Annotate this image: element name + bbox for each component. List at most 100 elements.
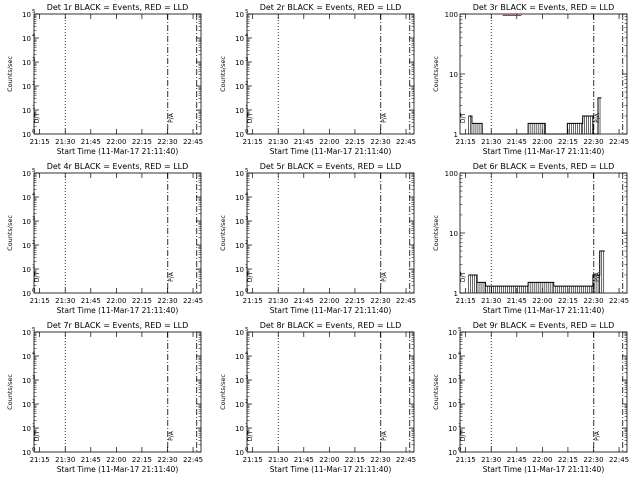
y-tick-label: 10 5: [448, 327, 462, 337]
y-tick-label-base: 10: [449, 230, 458, 238]
x-tick-label: 22:30: [370, 138, 390, 146]
y-tick-label: 10 3: [235, 375, 249, 385]
x-tick-label: 21:15: [243, 456, 263, 464]
x-axis-label: Start Time (11-Mar-17 21:11:40): [483, 306, 605, 315]
y-tick-label: 10 4: [235, 33, 249, 43]
x-axis-label: Start Time (11-Mar-17 21:11:40): [270, 306, 392, 315]
x-tick-label: 21:15: [456, 138, 476, 146]
y-axis-label: Counts/sec: [219, 374, 227, 410]
x-tick-label: 21:45: [294, 456, 314, 464]
x-tick-label: 21:15: [30, 138, 50, 146]
y-tick-label: 10 2: [235, 399, 248, 409]
x-tick-label: 22:15: [558, 297, 578, 305]
y-tick-label-base: 10: [235, 401, 244, 409]
y-tick-label-base: 10: [235, 449, 244, 457]
x-tick-label: 22:45: [396, 138, 416, 146]
x-tick-label: 22:15: [132, 138, 152, 146]
y-axis-label: Counts/sec: [6, 374, 14, 410]
x-tick-label: 21:45: [81, 138, 101, 146]
y-tick-label-base: 10: [235, 170, 244, 178]
y-tick-label: 10 5: [22, 9, 36, 19]
y-tick-label: 10 2: [448, 399, 461, 409]
y-tick-label-base: 10: [235, 377, 244, 385]
y-tick-label-base: 10: [22, 194, 31, 202]
x-tick-label: 21:15: [243, 297, 263, 305]
y-tick-label-base: 10: [448, 329, 457, 337]
x-tick-label: 21:30: [55, 138, 75, 146]
x-tick-label: 21:15: [456, 297, 476, 305]
pa-label: P/A: [594, 430, 601, 441]
y-tick-label-exp: 4: [32, 192, 36, 198]
x-tick-label: 22:15: [345, 456, 365, 464]
y-tick-label-base: 10: [22, 59, 31, 67]
y-tick-label-base: 10: [235, 83, 244, 91]
x-tick-label: 21:45: [507, 456, 527, 464]
y-tick-label-exp: 1: [245, 264, 249, 270]
y-tick-label-exp: 2: [245, 240, 249, 246]
y-tick-label-base: 10: [235, 194, 244, 202]
y-tick-label-exp: 4: [32, 33, 36, 39]
y-axis-label: Counts/sec: [432, 56, 440, 92]
pa-label: P/A: [381, 430, 388, 441]
y-tick-label-exp: 1: [245, 105, 249, 111]
x-tick-label: 22:15: [558, 138, 578, 146]
x-tick-label: 22:00: [532, 456, 552, 464]
y-tick-label-exp: 4: [245, 33, 249, 39]
y-tick-label-base: 10: [448, 401, 457, 409]
y-tick-label-base: 10: [22, 401, 31, 409]
plot-frame: [246, 331, 415, 453]
y-tick-label-base: 10: [235, 353, 244, 361]
x-axis-label: Start Time (11-Mar-17 21:11:40): [57, 147, 179, 156]
x-tick-label: 21:15: [30, 456, 50, 464]
y-tick-label-exp: 0: [458, 447, 462, 453]
y-tick-label: 10 2: [235, 240, 248, 250]
y-tick-label-exp: 2: [32, 240, 36, 246]
y-tick-label: 10 1: [22, 423, 35, 433]
y-tick-label-exp: 3: [245, 375, 249, 381]
y-tick-label-exp: 1: [32, 423, 36, 429]
dt-label: D/T: [34, 272, 41, 283]
y-tick-label: 10 4: [448, 351, 462, 361]
y-tick-label-exp: 3: [32, 216, 36, 222]
y-tick-label-exp: 1: [32, 264, 36, 270]
dt-label: D/T: [460, 431, 467, 442]
x-tick-label: 22:00: [106, 138, 126, 146]
y-tick-label-exp: 5: [245, 327, 249, 333]
x-tick-label: 21:30: [268, 456, 288, 464]
pa-label: P/A: [594, 271, 601, 282]
y-axis-label: Counts/sec: [6, 56, 14, 92]
y-tick-label-base: 10: [235, 290, 244, 298]
y-tick-label-exp: 3: [245, 216, 249, 222]
x-axis-label: Start Time (11-Mar-17 21:11:40): [57, 306, 179, 315]
y-tick-label: 10 5: [22, 168, 36, 178]
dt-label: D/T: [247, 272, 254, 283]
pa-label: P/A: [381, 271, 388, 282]
plot-frame: [33, 331, 202, 453]
y-tick-label-exp: 4: [458, 351, 462, 357]
x-tick-label: 22:00: [106, 297, 126, 305]
y-tick-label: 10 4: [22, 33, 36, 43]
y-tick-label-exp: 3: [32, 57, 36, 63]
y-tick-label-base: 10: [235, 266, 244, 274]
x-tick-label: 22:30: [157, 138, 177, 146]
x-tick-label: 22:45: [183, 138, 203, 146]
series-events-line: [468, 250, 605, 287]
y-tick-label-base: 10: [22, 35, 31, 43]
y-tick-label: 100: [445, 11, 458, 19]
x-tick-label: 22:15: [558, 456, 578, 464]
y-tick-label: 10 3: [448, 375, 462, 385]
y-tick-label: 100: [445, 170, 458, 178]
x-tick-label: 22:30: [370, 456, 390, 464]
x-axis-label: Start Time (11-Mar-17 21:11:40): [483, 147, 605, 156]
y-tick-label: 10: [449, 71, 458, 79]
y-tick-label: 10 2: [22, 81, 35, 91]
x-tick-label: 22:15: [345, 297, 365, 305]
panel-det-6: Det 6r BLACK = Events, RED = LLD 1 10 100 21…: [432, 162, 629, 315]
y-tick-label: 10 2: [22, 240, 35, 250]
